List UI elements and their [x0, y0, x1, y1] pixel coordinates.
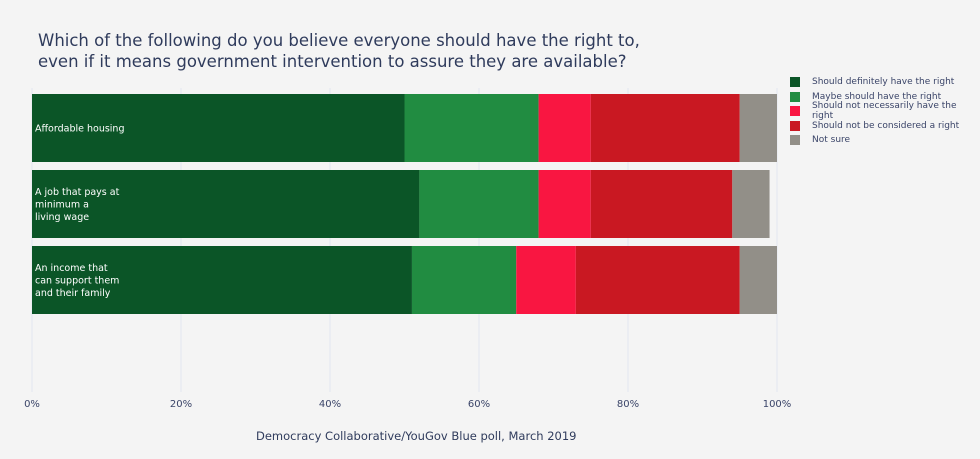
- category-label: A job that pays at: [35, 187, 120, 198]
- x-tick-label: 60%: [468, 399, 490, 410]
- bar-segment-should-definitely-have-the-right: [32, 170, 420, 238]
- legend: Should definitely have the right Maybe sh…: [790, 75, 980, 148]
- legend-label: Maybe should have the right: [812, 91, 942, 102]
- legend-swatch: [790, 106, 800, 117]
- legend-label: Should not necessarily have the right: [811, 101, 957, 122]
- bar-segment-not-sure: [739, 246, 777, 314]
- legend-label: Should definitely have the right: [812, 77, 955, 88]
- bar-segment-maybe-should-have-the-right: [411, 246, 517, 314]
- bar-segment-should-not-necessarily-have-the-right: [516, 246, 576, 314]
- legend-item: Should not be considered a right: [790, 119, 980, 134]
- category-label: Affordable housing: [35, 124, 124, 135]
- category-label: An income that: [35, 263, 108, 274]
- bar-segment-maybe-should-have-the-right: [419, 170, 539, 238]
- legend-item: Not sure: [790, 133, 980, 148]
- x-tick-label: 80%: [617, 399, 639, 410]
- chart-title-line: Which of the following do you believe ev…: [38, 31, 640, 50]
- legend-swatch: [790, 91, 800, 102]
- category-label: and their family: [35, 288, 111, 299]
- chart-title-line: even if it means government intervention…: [38, 52, 627, 71]
- legend-label: Not sure: [812, 135, 851, 146]
- category-label: minimum a: [35, 200, 89, 211]
- bar-segment-should-not-necessarily-have-the-right: [538, 170, 591, 238]
- bar-segment-should-definitely-have-the-right: [32, 246, 412, 314]
- legend-item: Should not necessarily have the right: [790, 101, 980, 122]
- x-tick-label: 40%: [319, 399, 341, 410]
- bar-segment-should-definitely-have-the-right: [32, 94, 405, 162]
- bar-segment-should-not-be-considered-a-right: [575, 246, 740, 314]
- legend-item: Maybe should have the right: [790, 90, 980, 105]
- x-tick-label: 0%: [24, 399, 40, 410]
- bar-segment-maybe-should-have-the-right: [404, 94, 539, 162]
- x-tick-label: 100%: [763, 399, 792, 410]
- bar-segment-should-not-necessarily-have-the-right: [538, 94, 591, 162]
- legend-item: Should definitely have the right: [790, 75, 980, 90]
- legend-label: Should not be considered a right: [812, 120, 960, 131]
- bar-segment-not-sure: [732, 170, 770, 238]
- source-note: Democracy Collaborative/YouGov Blue poll…: [256, 429, 577, 443]
- legend-swatch: [790, 135, 800, 146]
- bar-segment-should-not-be-considered-a-right: [590, 170, 733, 238]
- category-label: living wage: [35, 212, 89, 223]
- x-tick-label: 20%: [170, 399, 192, 410]
- bar-segment-should-not-be-considered-a-right: [590, 94, 740, 162]
- category-label: can support them: [35, 276, 119, 287]
- chart-title: Which of the following do you believe ev…: [38, 30, 658, 72]
- legend-swatch: [790, 77, 800, 88]
- bar-segment-not-sure: [739, 94, 777, 162]
- legend-swatch: [790, 120, 800, 131]
